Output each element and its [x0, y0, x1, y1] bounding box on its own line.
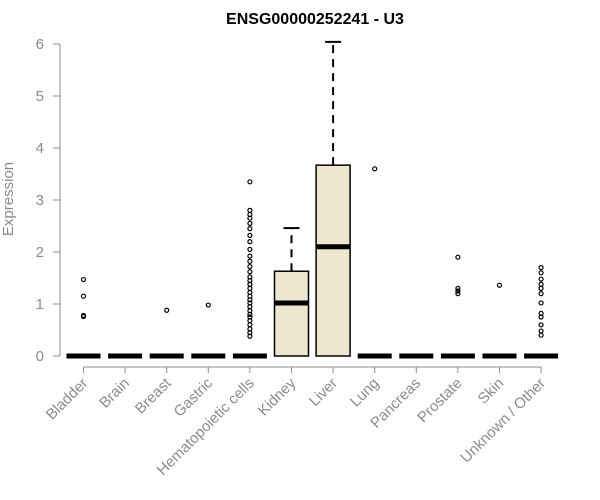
x-tick-label: Lung: [347, 375, 383, 411]
box-group: [273, 227, 310, 357]
outlier-point: [247, 269, 253, 275]
outlier-point: [247, 263, 253, 270]
outlier-point: [455, 288, 461, 294]
box-group: [357, 166, 392, 359]
outlier-point: [538, 310, 544, 316]
plot-area: [66, 40, 559, 359]
outlier-point: [538, 300, 544, 306]
x-tick-label: Kidney: [255, 374, 300, 419]
outlier-point: [247, 322, 253, 328]
y-axis: 0 1 2 3 4 5 6: [36, 36, 61, 365]
outlier-point: [247, 274, 253, 280]
outlier-point: [496, 282, 503, 288]
y-tick-label: 5: [36, 88, 44, 105]
outlier-point: [247, 239, 253, 245]
box-group: [149, 307, 184, 359]
outlier-point: [247, 220, 253, 226]
box-group: [191, 302, 226, 359]
y-tick-label: 3: [36, 192, 44, 209]
outlier-point: [538, 276, 544, 282]
outlier-point: [80, 276, 87, 283]
outlier-point: [247, 232, 253, 238]
outlier-point: [538, 285, 544, 291]
outlier-point: [247, 258, 253, 264]
outlier-point: [455, 254, 461, 260]
y-tick-label: 6: [36, 36, 44, 53]
outlier-point: [455, 291, 461, 297]
outlier-point: [205, 302, 211, 308]
y-tick-label: 0: [36, 348, 44, 365]
outlier-point: [538, 328, 544, 334]
outlier-point: [164, 307, 170, 313]
box-iqr: [315, 164, 351, 357]
outlier-point: [247, 314, 253, 320]
outlier-point: [80, 312, 87, 319]
x-tick-label: Bladder: [43, 375, 92, 424]
x-tick-label: Prostate: [414, 375, 466, 427]
box-iqr: [273, 270, 310, 357]
outlier-point: [372, 166, 378, 172]
box-group: [315, 40, 351, 357]
outlier-point: [538, 281, 544, 287]
outlier-point: [538, 322, 544, 328]
y-tick-label: 1: [36, 296, 44, 313]
y-tick-label: 2: [36, 244, 44, 261]
outlier-point: [455, 285, 461, 291]
outlier-point: [247, 226, 253, 232]
box-group: [524, 265, 559, 359]
box-group: [440, 254, 475, 359]
box-group: [66, 276, 101, 359]
x-tick-label: Breast: [132, 374, 175, 417]
outlier-point: [538, 265, 544, 271]
outlier-point: [247, 300, 253, 306]
outlier-point: [80, 293, 87, 299]
x-tick-label: Liver: [306, 375, 341, 410]
chart-title: ENSG00000252241 - U3: [226, 11, 404, 28]
outlier-point: [538, 270, 544, 276]
box-group: [232, 179, 267, 359]
outlier-point: [247, 179, 253, 185]
outlier-point: [538, 291, 544, 297]
y-axis-label: Expression: [0, 162, 17, 236]
outlier-point: [247, 246, 253, 252]
x-tick-label: Brain: [96, 375, 133, 412]
y-tick-label: 4: [36, 140, 44, 157]
box-group: [482, 282, 517, 359]
outlier-point: [538, 332, 544, 338]
outlier-point: [247, 207, 253, 213]
x-tick-label: Skin: [475, 375, 508, 408]
outlier-point: [247, 285, 253, 291]
outlier-point: [247, 253, 253, 259]
